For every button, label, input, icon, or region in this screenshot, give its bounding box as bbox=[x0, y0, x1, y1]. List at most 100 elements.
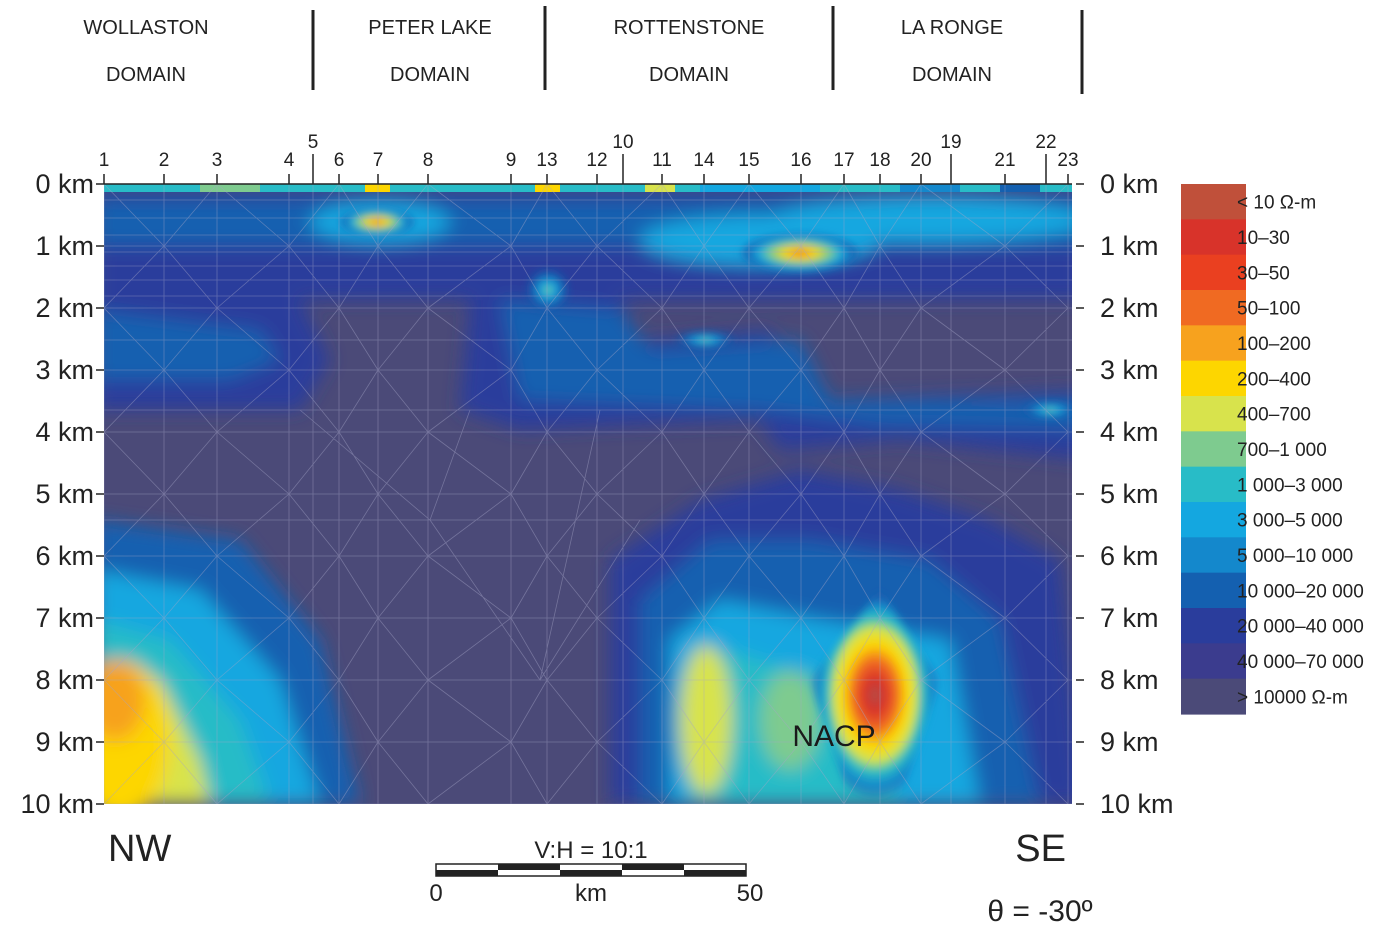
legend-swatch bbox=[1181, 643, 1246, 680]
legend: < 10 Ω-m 10–30 30–50 50–100 100–200 200–400 40… bbox=[1181, 184, 1364, 715]
scale-bar-segment bbox=[684, 870, 746, 876]
station-label: 9 bbox=[506, 150, 517, 171]
axes: 1 2 3 4 6 7 8 9 13 12 11 14 15 16 17 18 20 21 235 10 19 220 k… bbox=[20, 132, 1173, 819]
surface-strip-segment bbox=[365, 184, 390, 192]
surface-strip-segment bbox=[535, 184, 560, 192]
depth-label-left: 10 km bbox=[20, 789, 94, 819]
depth-label-left: 6 km bbox=[35, 541, 94, 571]
depth-label-left: 3 km bbox=[35, 355, 94, 385]
depth-label-left: 7 km bbox=[35, 603, 94, 633]
station-label: 15 bbox=[738, 150, 759, 171]
station-label: 11 bbox=[652, 150, 672, 171]
legend-label: 40 000–70 000 bbox=[1237, 652, 1364, 673]
station-label: 13 bbox=[536, 150, 557, 171]
station-label: 14 bbox=[693, 150, 715, 171]
depth-label-left: 2 km bbox=[35, 293, 94, 323]
nacp-conductor bbox=[810, 590, 940, 800]
depth-label-right: 7 km bbox=[1100, 603, 1159, 633]
legend-swatch bbox=[1181, 502, 1246, 538]
depth-label-left: 5 km bbox=[35, 479, 94, 509]
station-label: 19 bbox=[940, 132, 961, 153]
station-label: 1 bbox=[99, 150, 110, 171]
scale-ratio: V:H = 10:1 bbox=[534, 837, 647, 864]
domain-sub-la-ronge: DOMAIN bbox=[912, 64, 992, 86]
legend-label: > 10000 Ω-m bbox=[1237, 687, 1348, 708]
domain-sub-wollaston: DOMAIN bbox=[106, 64, 186, 86]
depth-label-right: 1 km bbox=[1100, 231, 1159, 261]
legend-swatch bbox=[1181, 219, 1246, 256]
domain-sub-peter-lake: DOMAIN bbox=[390, 64, 470, 86]
scale-bar: V:H = 10:1 0 km 50 bbox=[429, 837, 763, 907]
legend-swatch bbox=[1181, 572, 1246, 609]
shallow-anomaly-station-16 bbox=[740, 233, 860, 273]
depth-label-right: 2 km bbox=[1100, 293, 1159, 323]
legend-label: 1 000–3 000 bbox=[1237, 475, 1343, 496]
shallow-anomaly-east-edge bbox=[1020, 400, 1072, 420]
deep-west-conductor-peak bbox=[104, 660, 145, 740]
legend-swatch bbox=[1181, 678, 1246, 715]
legend-label: 100–200 bbox=[1237, 334, 1311, 355]
station-label: 3 bbox=[212, 150, 223, 171]
orientation-nw: NW bbox=[108, 828, 171, 870]
station-label: 2 bbox=[159, 150, 170, 171]
triangulation-mesh bbox=[104, 184, 1072, 804]
station-label: 20 bbox=[910, 150, 931, 171]
legend-swatch bbox=[1181, 608, 1246, 644]
depth-label-right: 5 km bbox=[1100, 479, 1159, 509]
legend-label: 200–400 bbox=[1237, 369, 1311, 390]
scale-bar-segment bbox=[622, 864, 684, 870]
station-label: 5 bbox=[308, 132, 319, 153]
depth-label-right: 0 km bbox=[1100, 169, 1159, 199]
depth-label-left: 8 km bbox=[35, 665, 94, 695]
legend-swatch bbox=[1181, 431, 1246, 468]
legend-label: 10 000–20 000 bbox=[1237, 581, 1364, 602]
station-label: 6 bbox=[334, 150, 345, 171]
west-shallow-zone-core bbox=[104, 311, 280, 380]
legend-swatch bbox=[1181, 325, 1246, 362]
legend-label: 20 000–40 000 bbox=[1237, 617, 1364, 638]
station-label: 10 bbox=[612, 132, 633, 153]
scale-unit: km bbox=[575, 880, 607, 907]
surface-strip-segment bbox=[700, 184, 820, 192]
mesh-lines bbox=[104, 184, 1072, 804]
station-16-anomaly bbox=[760, 670, 820, 770]
orientation-se: SE bbox=[1015, 828, 1066, 870]
station-label: 23 bbox=[1057, 150, 1078, 171]
legend-swatch bbox=[1181, 290, 1246, 326]
scale-bar-segment bbox=[498, 864, 560, 870]
depth-label-left: 1 km bbox=[35, 231, 94, 261]
legend-label: 10–30 bbox=[1237, 228, 1290, 249]
depth-label-right: 10 km bbox=[1100, 789, 1174, 819]
station-label: 12 bbox=[586, 150, 607, 171]
legend-swatch bbox=[1181, 254, 1246, 291]
depth-label-right: 4 km bbox=[1100, 417, 1159, 447]
legend-swatch bbox=[1181, 360, 1246, 397]
shallow-anomaly-station-13 bbox=[526, 268, 570, 312]
legend-label: 700–1 000 bbox=[1237, 440, 1327, 461]
resistivity-section bbox=[104, 184, 1072, 804]
surface-strip-segment bbox=[900, 184, 960, 192]
scale-start: 0 bbox=[429, 880, 442, 907]
surface-strip-segment bbox=[200, 184, 260, 192]
surface-strip bbox=[104, 184, 1072, 192]
legend-label: 3 000–5 000 bbox=[1237, 511, 1343, 532]
domain-name-wollaston: WOLLASTON bbox=[83, 17, 208, 39]
legend-swatch bbox=[1181, 396, 1246, 432]
station-label: 22 bbox=[1035, 132, 1056, 153]
legend-label: 5 000–10 000 bbox=[1237, 546, 1353, 567]
depth-label-right: 6 km bbox=[1100, 541, 1159, 571]
scale-end: 50 bbox=[737, 880, 764, 907]
scale-bar-segment bbox=[560, 870, 622, 876]
legend-label: < 10 Ω-m bbox=[1237, 193, 1316, 214]
surface-strip-segment bbox=[645, 184, 675, 192]
depth-label-left: 9 km bbox=[35, 727, 94, 757]
station-label: 4 bbox=[284, 150, 295, 171]
legend-swatch bbox=[1181, 466, 1246, 503]
depth-label-left: 0 km bbox=[35, 169, 94, 199]
depth-label-right: 9 km bbox=[1100, 727, 1159, 757]
shallow-anomaly-station-7 bbox=[339, 208, 415, 236]
depth-label-right: 8 km bbox=[1100, 665, 1159, 695]
domain-name-peter-lake: PETER LAKE bbox=[368, 17, 491, 39]
station-label: 16 bbox=[790, 150, 811, 171]
